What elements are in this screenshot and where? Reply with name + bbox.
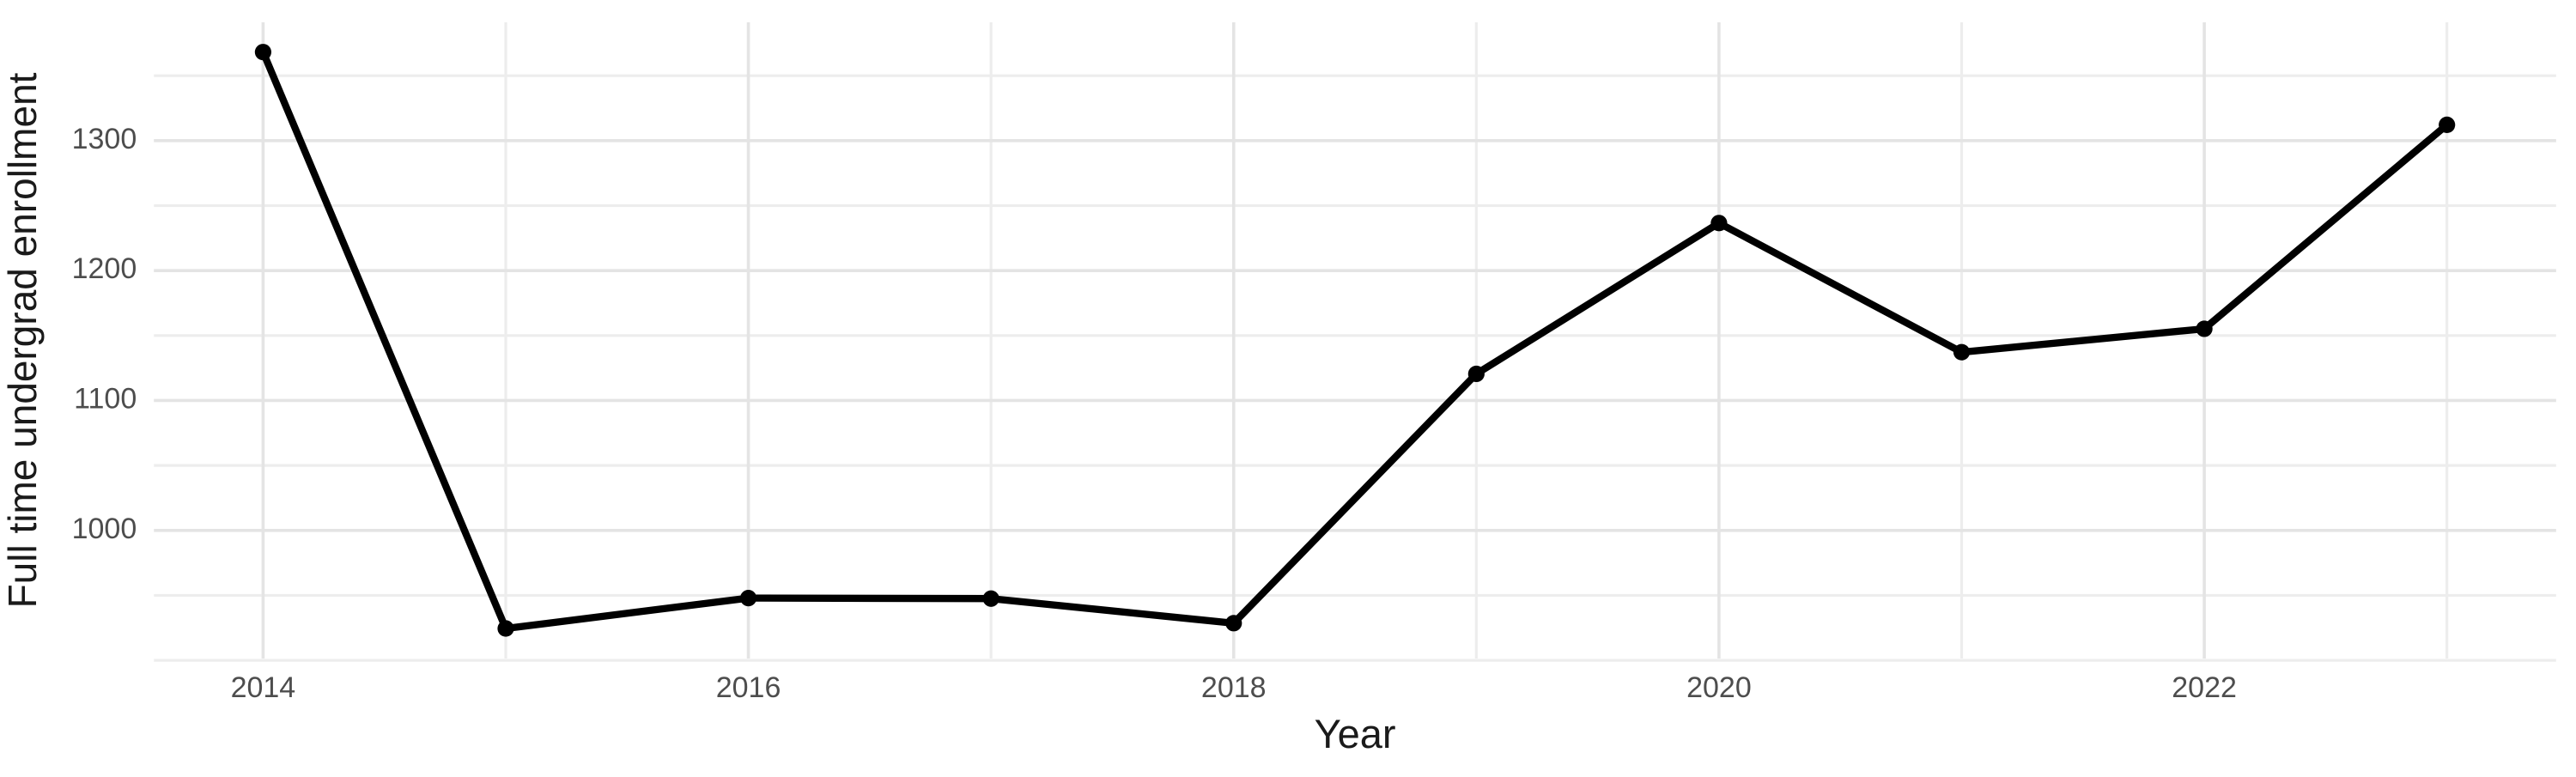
svg-text:1300: 1300 [72, 123, 137, 155]
svg-text:2020: 2020 [1686, 671, 1752, 704]
svg-text:Year: Year [1315, 711, 1396, 756]
svg-text:2016: 2016 [716, 671, 781, 704]
svg-text:1000: 1000 [72, 513, 137, 545]
svg-text:1200: 1200 [72, 252, 137, 285]
svg-text:1100: 1100 [74, 382, 137, 415]
svg-text:2014: 2014 [231, 671, 296, 704]
svg-text:2018: 2018 [1201, 671, 1267, 704]
svg-text:2022: 2022 [2172, 671, 2237, 704]
svg-text:Full time undergrad enrollment: Full time undergrad enrollment [0, 72, 45, 608]
